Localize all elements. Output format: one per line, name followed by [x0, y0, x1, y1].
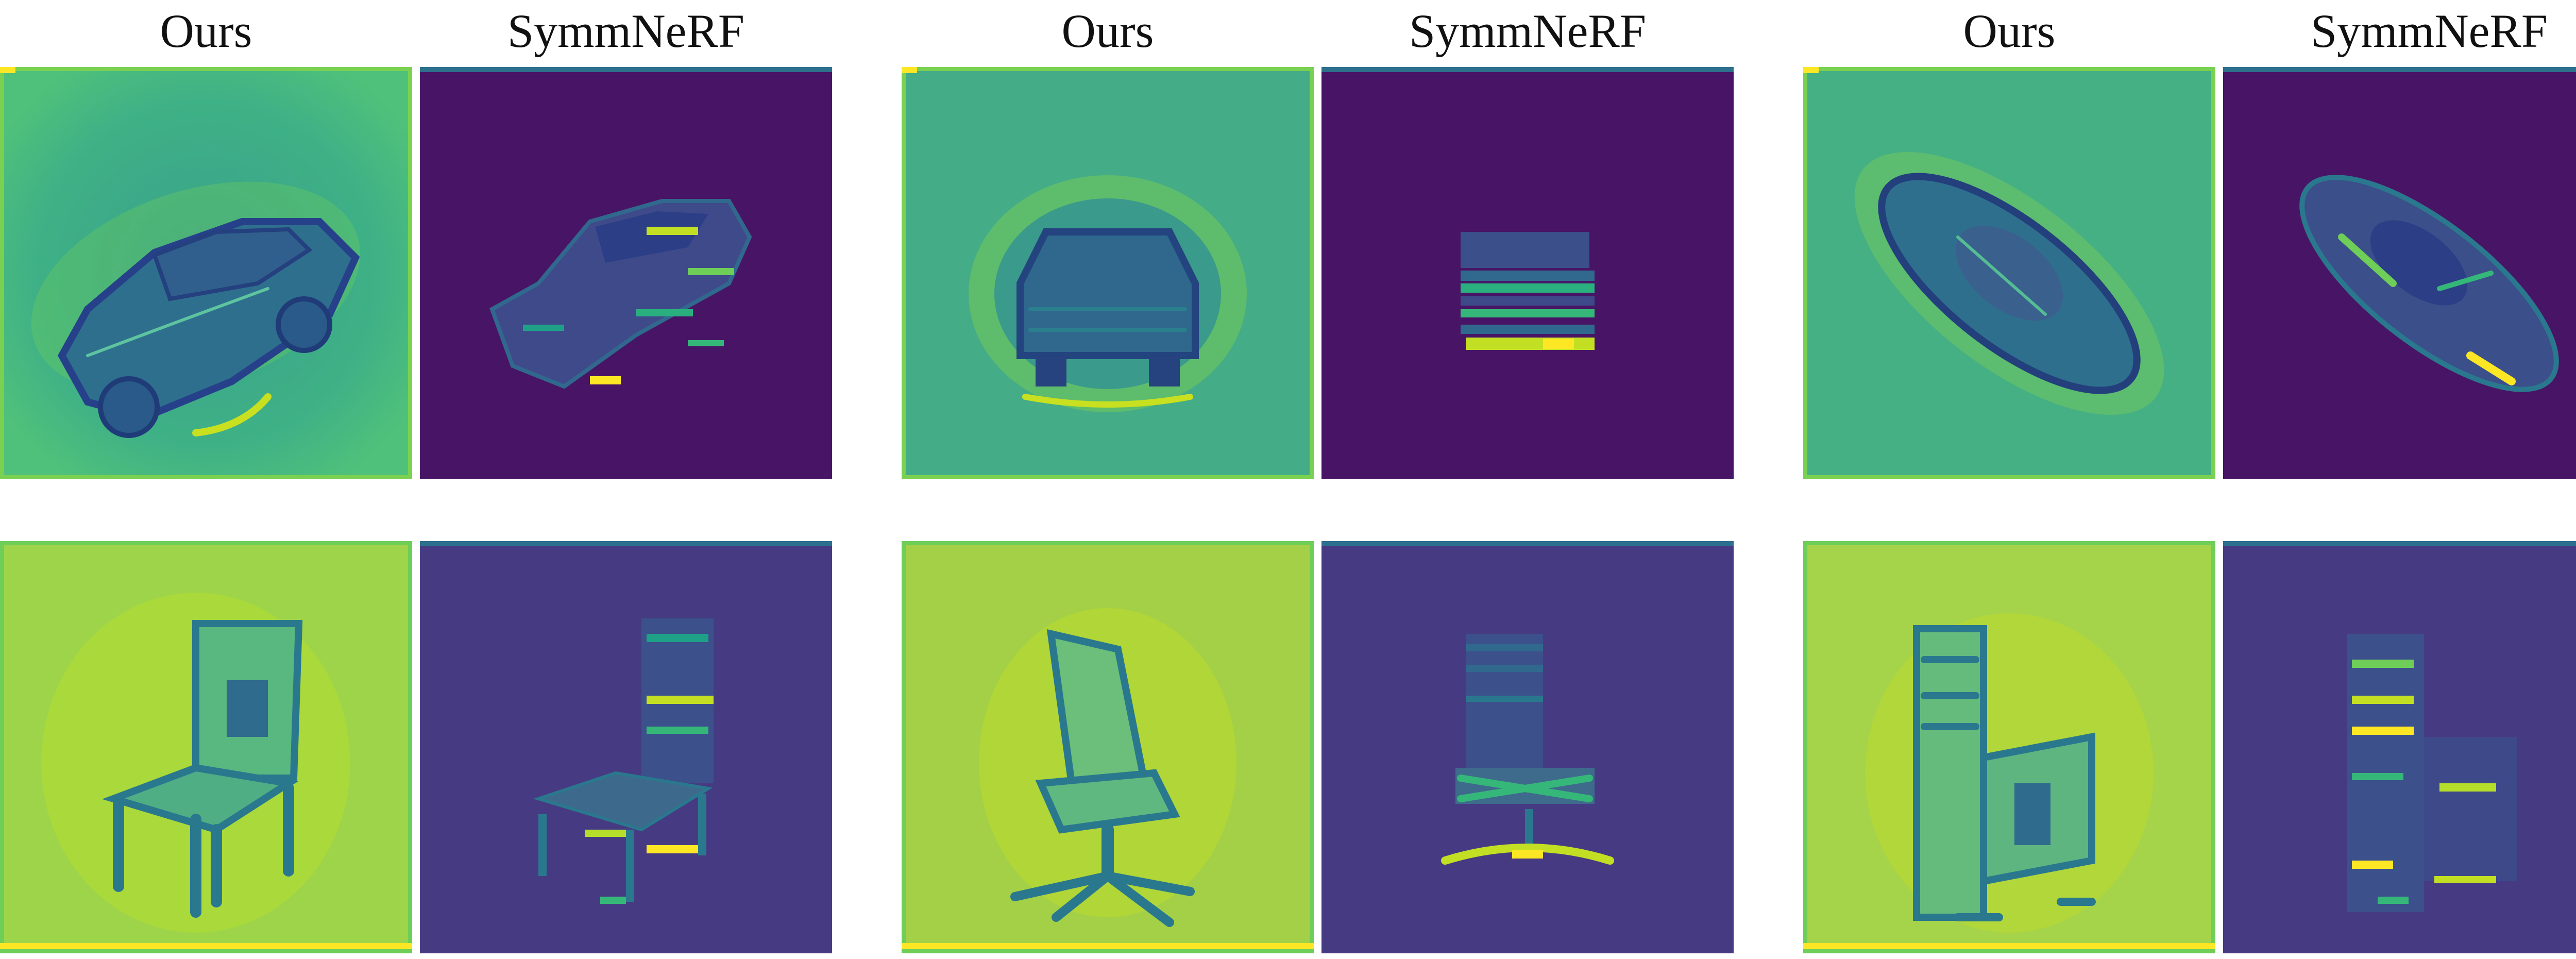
column-header-ours-1: Ours — [160, 5, 252, 57]
feature-map-ours-chair-1 — [0, 541, 412, 953]
feature-map-ours-car-1 — [0, 67, 412, 479]
feature-map-symmnerf-car-3 — [2223, 67, 2576, 479]
feature-map-symmnerf-car-1 — [420, 67, 832, 479]
feature-map-symmnerf-chair-3 — [2223, 541, 2576, 953]
column-header-ours-2: Ours — [1061, 5, 1154, 57]
column-header-ours-3: Ours — [1963, 5, 2056, 57]
feature-map-symmnerf-car-2 — [1321, 67, 1734, 479]
feature-map-ours-chair-2 — [902, 541, 1314, 953]
column-header-symmnerf-2: SymmNeRF — [1409, 5, 1647, 57]
feature-map-ours-car-3 — [1803, 67, 2215, 479]
column-header-symmnerf-3: SymmNeRF — [2310, 5, 2548, 57]
feature-map-ours-car-2 — [902, 67, 1314, 479]
feature-map-symmnerf-chair-1 — [420, 541, 832, 953]
feature-map-symmnerf-chair-2 — [1321, 541, 1734, 953]
feature-map-ours-chair-3 — [1803, 541, 2215, 953]
column-header-symmnerf-1: SymmNeRF — [507, 5, 745, 57]
